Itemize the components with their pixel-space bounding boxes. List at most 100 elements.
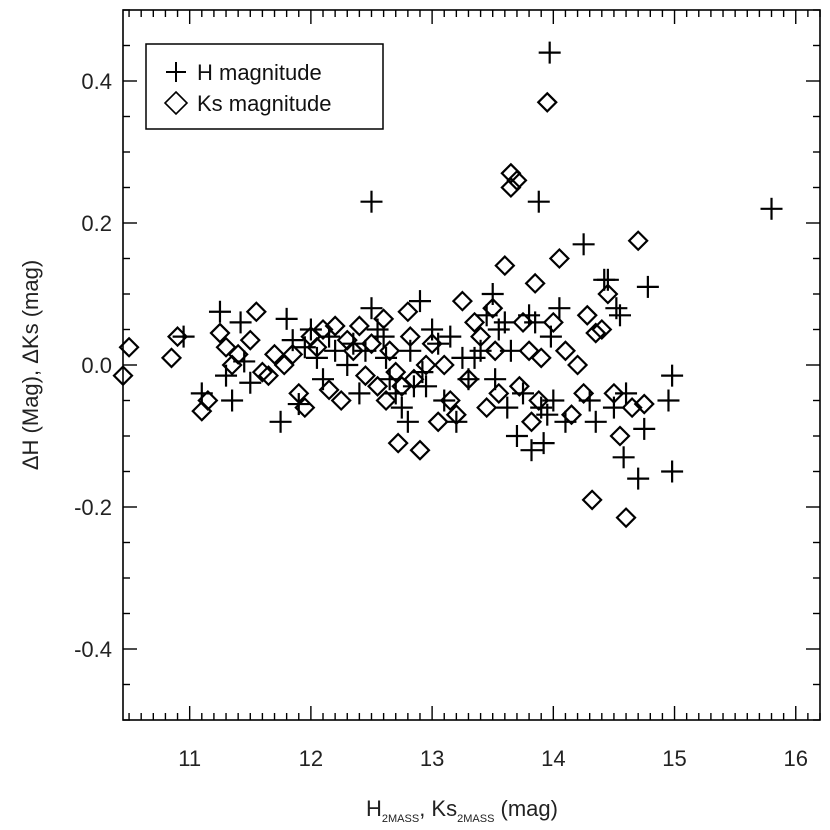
h-point xyxy=(596,268,619,291)
h-point xyxy=(396,410,419,433)
h-point xyxy=(375,346,398,369)
ks-point xyxy=(542,311,564,333)
ks-point xyxy=(484,340,506,362)
ks-point xyxy=(379,340,401,362)
h-point xyxy=(421,318,444,341)
h-point xyxy=(760,197,783,220)
h-point xyxy=(275,307,298,330)
h-point xyxy=(612,446,635,469)
y-tick-label: 0.0 xyxy=(81,353,112,378)
h-point xyxy=(408,290,431,313)
h-point xyxy=(427,332,450,355)
h-point xyxy=(496,396,519,419)
ks-point xyxy=(282,343,304,365)
ks-point xyxy=(397,301,419,323)
y-tick-label: 0.2 xyxy=(81,211,112,236)
ks-point xyxy=(375,389,397,412)
y-tick-label: 0.4 xyxy=(81,69,112,94)
h-point xyxy=(481,283,504,305)
legend-diamond-icon xyxy=(163,90,189,116)
h-point xyxy=(360,297,383,320)
ks-point xyxy=(457,368,480,390)
ks-point xyxy=(373,308,395,330)
ks-point xyxy=(197,389,219,412)
ks-point xyxy=(306,336,328,358)
ks-point xyxy=(494,255,516,277)
ks-point xyxy=(342,340,364,362)
ks-point xyxy=(209,322,231,344)
ks-point xyxy=(409,439,431,461)
legend-plus-icon xyxy=(166,62,186,82)
ks-point xyxy=(399,326,421,348)
ks-magnitude-series xyxy=(112,91,655,529)
ks-point xyxy=(591,318,613,341)
ks-point xyxy=(506,169,528,191)
ks-point xyxy=(581,489,603,511)
x-tick-label: 13 xyxy=(420,746,444,771)
ks-point xyxy=(554,340,576,362)
h-point xyxy=(602,396,625,419)
h-point xyxy=(457,368,480,391)
h-point xyxy=(548,297,571,320)
ks-point xyxy=(367,375,389,397)
plot-frame xyxy=(122,9,821,721)
ks-point xyxy=(245,301,267,323)
ks-point xyxy=(573,382,595,404)
h-point xyxy=(542,389,565,412)
ks-point xyxy=(530,347,552,369)
y-axis-label: ΔH (Mag), ΔKs (mag) xyxy=(18,260,43,470)
ks-point xyxy=(621,397,643,419)
h-point xyxy=(584,410,607,433)
h-point xyxy=(520,439,543,462)
h-point xyxy=(221,389,244,412)
ks-point xyxy=(257,365,280,387)
ks-point xyxy=(415,354,437,376)
h-point xyxy=(305,346,328,369)
y-tick-label: -0.4 xyxy=(74,637,112,662)
ks-point xyxy=(160,347,183,369)
ks-point xyxy=(263,343,286,365)
legend-box xyxy=(145,43,384,130)
ks-point xyxy=(348,315,370,337)
ks-point xyxy=(536,91,558,113)
ks-point xyxy=(318,379,340,401)
ks-point xyxy=(239,329,261,351)
ks-point xyxy=(445,404,467,426)
x-tick-label: 15 xyxy=(662,746,686,771)
h-point xyxy=(399,339,422,362)
h-point xyxy=(281,329,304,352)
h-point xyxy=(390,396,413,419)
x-tick-label: 14 xyxy=(541,746,565,771)
h-point xyxy=(469,339,492,362)
ks-point xyxy=(451,290,473,312)
h-point xyxy=(661,460,684,483)
legend-label-h: H magnitude xyxy=(197,60,322,85)
ks-point xyxy=(512,311,534,333)
x-axis-label: H2MASS, Ks2MASS (mag) xyxy=(366,796,558,825)
h-point xyxy=(627,467,650,490)
ks-point xyxy=(518,340,540,362)
ks-point xyxy=(597,283,619,305)
ks-point xyxy=(528,389,550,412)
h-point xyxy=(348,382,371,405)
h-point xyxy=(324,339,347,362)
x-tick-label: 11 xyxy=(178,746,201,771)
ks-point xyxy=(385,361,407,383)
h-point xyxy=(439,325,462,348)
ks-point xyxy=(215,336,237,358)
ks-point xyxy=(488,382,510,404)
h-point xyxy=(633,417,656,440)
ks-point xyxy=(354,365,376,387)
h-point xyxy=(532,432,555,455)
ks-point xyxy=(166,326,189,348)
h-point xyxy=(433,389,456,412)
ks-point xyxy=(508,375,530,397)
h-point xyxy=(572,233,595,256)
x-tick-label: 12 xyxy=(299,746,323,771)
ks-point xyxy=(427,411,449,433)
x-tick-label: 16 xyxy=(784,746,808,771)
h-point xyxy=(229,311,252,334)
h-point xyxy=(538,41,561,64)
ks-point xyxy=(585,322,607,344)
